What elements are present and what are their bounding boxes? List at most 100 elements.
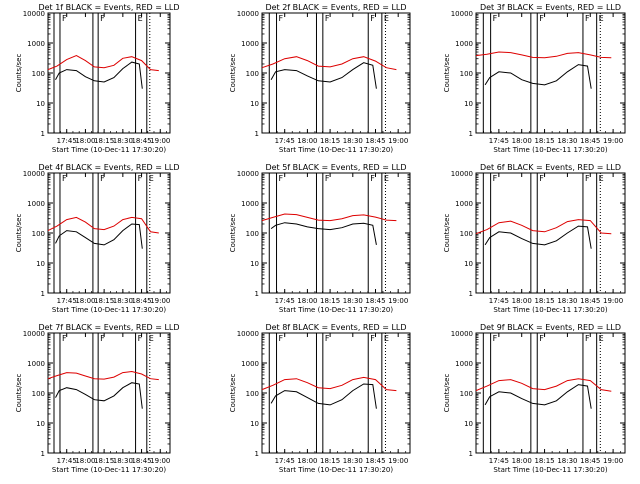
y-axis-label: Counts/sec xyxy=(15,54,23,93)
flag-marker: F xyxy=(539,174,544,183)
flag-marker: F xyxy=(279,14,284,23)
x-tick-label: 18:30 xyxy=(557,297,577,305)
events-series-line xyxy=(55,61,143,89)
x-tick-label: 18:30 xyxy=(113,137,133,145)
x-tick-label: 18:30 xyxy=(113,297,133,305)
y-tick-label: 10000 xyxy=(451,10,473,18)
detector-panel: Det 6f BLACK = Events, RED = LLD 1 10 100 10… xyxy=(443,163,626,314)
flag-marker: E xyxy=(384,334,389,343)
x-tick-label: 19:00 xyxy=(603,297,623,305)
x-tick-label: 17:45 xyxy=(57,137,77,145)
x-axis-label: Start Time (10-Dec-11 17:30:20) xyxy=(493,466,607,474)
y-axis-label: Counts/sec xyxy=(443,214,451,253)
flag-marker: F xyxy=(493,174,498,183)
plot-frame xyxy=(261,12,411,134)
x-tick-label: 18:45 xyxy=(365,457,385,465)
y-tick-label: 10 xyxy=(36,100,45,108)
x-tick-label: 18:45 xyxy=(131,137,151,145)
x-tick-label: 19:00 xyxy=(150,137,170,145)
plot-frame xyxy=(47,12,171,134)
y-tick-label: 100 xyxy=(460,230,473,238)
x-tick-label: 18:45 xyxy=(131,297,151,305)
x-axis-label: Start Time (10-Dec-11 17:30:20) xyxy=(52,466,166,474)
events-series-line xyxy=(484,384,592,409)
lld-series-line xyxy=(475,51,612,59)
x-tick-label: 18:45 xyxy=(580,137,600,145)
flag-marker: F xyxy=(62,174,67,183)
events-series-line xyxy=(270,62,377,89)
detector-panel: Det 5f BLACK = Events, RED = LLD 1 10 100 10… xyxy=(229,163,411,314)
flag-marker: F xyxy=(100,14,105,23)
y-tick-label: 10000 xyxy=(23,10,45,18)
y-tick-label: 1000 xyxy=(27,200,45,208)
flag-marker: F xyxy=(493,14,498,23)
y-tick-label: 10000 xyxy=(451,330,473,338)
x-axis-label: Start Time (10-Dec-11 17:30:20) xyxy=(493,306,607,314)
x-tick-label: 18:00 xyxy=(75,297,95,305)
x-tick-label: 18:15 xyxy=(94,137,114,145)
x-axis-label: Start Time (10-Dec-11 17:30:20) xyxy=(279,306,393,314)
events-series-line xyxy=(484,225,592,249)
x-tick-label: 17:45 xyxy=(275,137,295,145)
x-tick-label: 18:15 xyxy=(534,457,554,465)
flag-marker: F xyxy=(279,334,284,343)
events-series-line xyxy=(55,382,143,409)
y-tick-label: 10 xyxy=(250,260,259,268)
x-tick-label: 19:00 xyxy=(388,137,408,145)
y-tick-label: 10 xyxy=(250,420,259,428)
x-tick-label: 18:00 xyxy=(297,457,317,465)
x-tick-label: 18:00 xyxy=(75,457,95,465)
y-tick-label: 10 xyxy=(250,100,259,108)
panel-title: Det 1f BLACK = Events, RED = LLD xyxy=(38,3,179,12)
y-tick-label: 10 xyxy=(464,420,473,428)
x-tick-label: 18:30 xyxy=(113,457,133,465)
flag-marker: F xyxy=(138,174,143,183)
y-tick-label: 1000 xyxy=(455,200,473,208)
flag-marker: F xyxy=(279,174,284,183)
flag-marker: F xyxy=(62,334,67,343)
flag-marker: F xyxy=(325,174,330,183)
detector-panel: Det 1f BLACK = Events, RED = LLD 1 10 100 10… xyxy=(15,3,180,154)
lld-series-line xyxy=(47,216,159,234)
y-tick-label: 1000 xyxy=(241,40,259,48)
flag-marker: F xyxy=(585,334,590,343)
panel-title: Det 9f BLACK = Events, RED = LLD xyxy=(480,323,621,332)
x-tick-label: 18:15 xyxy=(320,137,340,145)
x-tick-label: 18:45 xyxy=(131,457,151,465)
flag-marker: E xyxy=(149,174,154,183)
lld-series-line xyxy=(261,56,397,71)
lld-series-line xyxy=(47,55,159,72)
y-axis-label: Counts/sec xyxy=(15,374,23,413)
plot-frame xyxy=(261,172,411,294)
x-tick-label: 18:15 xyxy=(534,297,554,305)
y-tick-label: 10 xyxy=(464,100,473,108)
detector-panel: Det 9f BLACK = Events, RED = LLD 1 10 100 10… xyxy=(443,323,626,474)
y-tick-label: 1 xyxy=(41,290,45,298)
y-tick-label: 10000 xyxy=(237,330,259,338)
y-tick-label: 100 xyxy=(32,230,45,238)
y-axis-label: Counts/sec xyxy=(15,214,23,253)
y-axis-label: Counts/sec xyxy=(443,374,451,413)
panel-title: Det 7f BLACK = Events, RED = LLD xyxy=(38,323,179,332)
x-tick-label: 18:00 xyxy=(297,297,317,305)
lld-series-line xyxy=(261,376,397,392)
flag-marker: E xyxy=(149,334,154,343)
y-tick-label: 100 xyxy=(460,70,473,78)
flag-marker: F xyxy=(493,334,498,343)
flag-marker: F xyxy=(138,334,143,343)
flag-marker: F xyxy=(100,334,105,343)
y-axis-label: Counts/sec xyxy=(443,54,451,93)
y-tick-label: 1000 xyxy=(241,200,259,208)
x-tick-label: 18:45 xyxy=(365,137,385,145)
x-tick-label: 18:30 xyxy=(557,137,577,145)
x-tick-label: 18:30 xyxy=(343,297,363,305)
x-tick-label: 17:45 xyxy=(57,297,77,305)
x-tick-label: 18:00 xyxy=(512,297,532,305)
plot-frame xyxy=(47,332,171,454)
panel-title: Det 6f BLACK = Events, RED = LLD xyxy=(480,163,621,172)
flag-marker: F xyxy=(325,14,330,23)
y-tick-label: 1 xyxy=(255,130,259,138)
plot-frame xyxy=(261,332,411,454)
x-tick-label: 18:15 xyxy=(320,457,340,465)
